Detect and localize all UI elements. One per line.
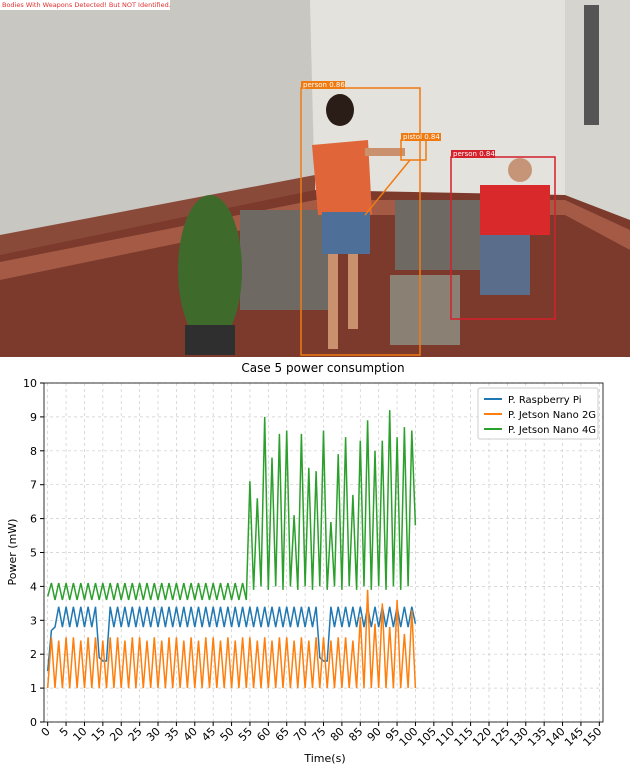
y-tick-label: 3	[30, 614, 37, 627]
x-tick-label: 10	[70, 725, 89, 744]
x-tick-label: 90	[365, 725, 384, 744]
x-tick-label: 70	[291, 725, 310, 744]
x-axis-label: Time(s)	[303, 752, 345, 765]
y-tick-label: 10	[23, 377, 37, 390]
figure: person 0.86 pistol 0.84 person 0.84 Bodi…	[0, 0, 630, 770]
x-tick-label: 45	[199, 725, 218, 744]
legend-label: P. Jetson Nano 4G	[508, 425, 596, 436]
x-tick-label: 75	[310, 725, 329, 744]
legend-label: P. Jetson Nano 2G	[508, 410, 596, 421]
detection-label: person 0.84	[453, 150, 495, 158]
y-tick-label: 9	[30, 411, 37, 424]
x-tick-label: 30	[144, 725, 163, 744]
y-tick-label: 1	[30, 682, 37, 695]
detection-label: pistol 0.84	[403, 133, 440, 141]
y-tick-label: 6	[30, 513, 37, 526]
x-tick-label: 50	[218, 725, 237, 744]
chart-title: Case 5 power consumption	[241, 361, 404, 375]
x-tick-label: 15	[89, 725, 108, 744]
y-tick-label: 0	[30, 716, 37, 729]
alert-banner: Bodies With Weapons Detected! But NOT Id…	[2, 1, 171, 9]
x-tick-label: 150	[580, 725, 604, 749]
legend-label: P. Raspberry Pi	[508, 395, 581, 406]
x-tick-label: 20	[107, 725, 126, 744]
x-tick-label: 55	[236, 725, 255, 744]
x-tick-label: 5	[57, 725, 71, 739]
y-tick-label: 2	[30, 648, 37, 661]
x-tick-label: 80	[328, 725, 347, 744]
x-tick-label: 0	[39, 725, 53, 739]
x-tick-label: 60	[254, 725, 273, 744]
x-tick-label: 25	[126, 725, 145, 744]
y-tick-label: 4	[30, 580, 37, 593]
x-tick-label: 65	[273, 725, 292, 744]
x-tick-label: 40	[181, 725, 200, 744]
y-tick-label: 8	[30, 445, 37, 458]
y-tick-label: 5	[30, 547, 37, 560]
page: person 0.86 pistol 0.84 person 0.84 Bodi…	[0, 0, 630, 774]
y-axis-label: Power (mW)	[6, 519, 19, 586]
x-tick-label: 85	[346, 725, 365, 744]
y-tick-label: 7	[30, 479, 37, 492]
photo: person 0.86 pistol 0.84 person 0.84 Bodi…	[0, 0, 630, 357]
x-tick-label: 35	[162, 725, 181, 744]
detection-label: person 0.86	[303, 81, 345, 89]
